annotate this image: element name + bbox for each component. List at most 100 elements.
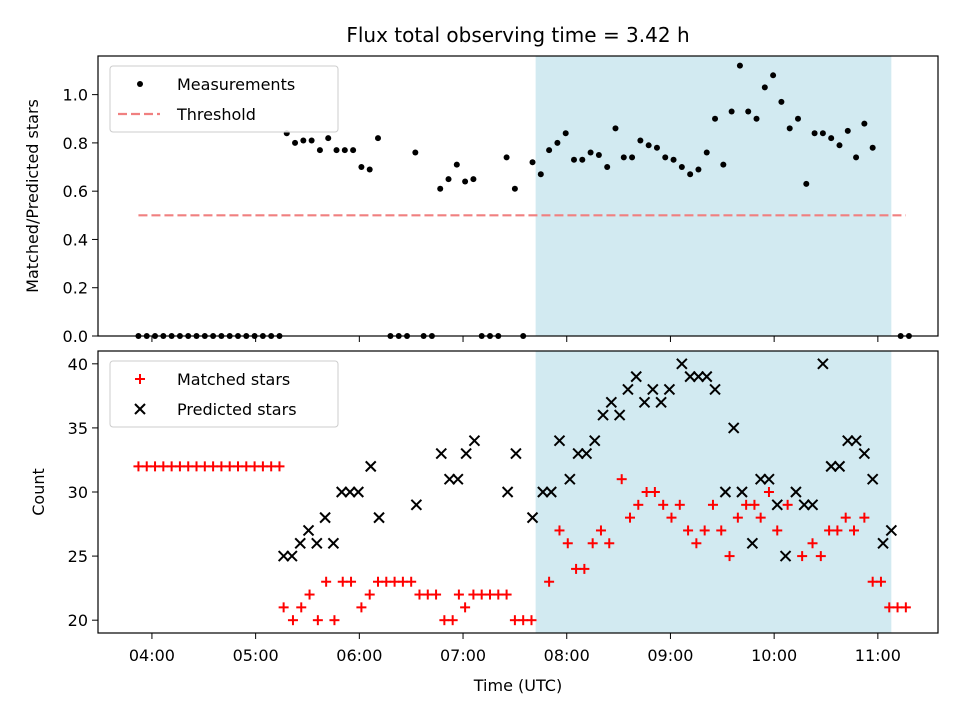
measurement-point	[629, 154, 636, 161]
x-stroke-b	[335, 486, 348, 498]
measurement-point	[437, 185, 444, 192]
x-stroke-b	[622, 383, 634, 396]
measurement-point	[358, 164, 365, 171]
predicted-star-point	[885, 524, 898, 537]
predicted-star-point	[537, 486, 549, 498]
measurement-point	[819, 130, 826, 137]
measurement-point	[604, 164, 611, 171]
y-tick-label: 30	[68, 483, 88, 502]
predicted-star-point	[709, 383, 721, 396]
legend-box	[109, 360, 339, 428]
predicted-star-point	[719, 486, 732, 498]
x-stroke-b	[727, 422, 740, 434]
x-stroke-b	[545, 486, 557, 498]
measurement-point	[678, 164, 685, 171]
predicted-star-point	[727, 422, 740, 434]
x-stroke-b	[806, 499, 819, 511]
x-stroke-b	[858, 447, 871, 460]
measurement-point	[687, 171, 694, 178]
predicted-star-point	[701, 370, 713, 383]
bottom-plot-frame	[97, 350, 939, 634]
x-stroke-b	[719, 486, 732, 498]
predicted-star-point	[866, 473, 879, 485]
measurement-point	[350, 147, 357, 154]
y-tick-label: 20	[68, 611, 88, 630]
predicted-star-point	[779, 550, 792, 562]
measurement-point	[653, 144, 660, 151]
measurement-point	[703, 149, 710, 156]
predicted-star-point	[327, 537, 340, 549]
matched-star-point	[453, 589, 464, 600]
measurement-point	[503, 154, 510, 161]
predicted-star-point	[825, 460, 837, 473]
matched-star-point	[554, 525, 565, 536]
measurement-point	[811, 130, 818, 137]
legend-label: Predicted stars	[177, 400, 297, 419]
predicted-star-point	[605, 396, 618, 408]
x-stroke-b	[684, 370, 696, 383]
x-stroke-b	[589, 435, 601, 447]
measurement-point	[670, 156, 677, 163]
matched-star-point	[840, 512, 851, 523]
measurement-point	[587, 149, 594, 156]
top-y-axis: 0.0 0.2 0.4 0.6 0.8 1.0	[63, 86, 98, 346]
measurement-point	[571, 156, 577, 163]
predicted-star-point	[352, 486, 365, 498]
predicted-star-point	[572, 447, 584, 460]
x-stroke-b	[510, 447, 522, 460]
top-plot-frame	[97, 55, 939, 337]
matched-star-point	[304, 589, 315, 600]
matched-star-point	[329, 615, 340, 626]
matched-star-point	[699, 525, 710, 536]
x-stroke-b	[736, 486, 748, 498]
matched-star-point	[683, 525, 694, 536]
measurement-point	[745, 108, 752, 115]
bottom-x-axis: 04:00 05:00 06:00 07:00 08:00 09:00 10:00 11:00	[129, 633, 901, 665]
predicted-star-point	[736, 486, 748, 498]
x-stroke-b	[286, 550, 298, 562]
matched-star-point	[658, 499, 669, 510]
x-stroke-b	[655, 396, 667, 408]
x-stroke-b	[817, 358, 829, 370]
x-tick-label: 09:00	[647, 646, 693, 665]
predicted-star-point	[410, 499, 423, 511]
y-tick-label: 0.0	[63, 327, 88, 346]
x-stroke-b	[825, 460, 837, 473]
matched-star-point	[431, 589, 442, 600]
x-stroke-b	[850, 435, 862, 447]
predicted-star-point	[526, 511, 539, 524]
y-tick-label: 0.6	[63, 182, 88, 201]
matched-star-point	[716, 525, 727, 536]
x-stroke-b	[709, 383, 721, 396]
matched-star-point	[447, 615, 458, 626]
matched-star-point	[849, 525, 859, 536]
matched-star-point	[875, 576, 886, 587]
predicted-star-point	[286, 550, 298, 562]
matched-star-point	[815, 551, 826, 562]
predicted-star-point	[746, 537, 759, 549]
matched-star-point	[604, 538, 615, 549]
measurement-point	[728, 108, 735, 115]
measurement-point	[695, 166, 702, 173]
x-stroke-b	[676, 358, 688, 370]
matched-star-point	[691, 538, 702, 549]
predicted-star-point	[858, 447, 871, 460]
predicted-star-point	[580, 447, 593, 460]
measurement-point	[308, 137, 315, 144]
legend-label: Measurements	[177, 75, 295, 94]
x-stroke-b	[701, 370, 713, 383]
matched-star-point	[782, 499, 793, 510]
measurement-point	[753, 115, 760, 122]
measurement-point	[869, 144, 876, 151]
measurement-point	[445, 176, 452, 183]
measurement-point	[720, 161, 727, 168]
x-stroke-b	[798, 499, 810, 511]
predicted-star-point	[763, 473, 775, 485]
predicted-star-point	[597, 409, 609, 421]
top-y-axis-label: Matched/Predicted stars	[23, 99, 42, 293]
measurement-point	[333, 147, 340, 154]
predicted-star-point	[833, 460, 846, 473]
predicted-star-point	[622, 383, 634, 396]
x-tick-label: 07:00	[440, 646, 486, 665]
measurement-point	[853, 154, 860, 161]
